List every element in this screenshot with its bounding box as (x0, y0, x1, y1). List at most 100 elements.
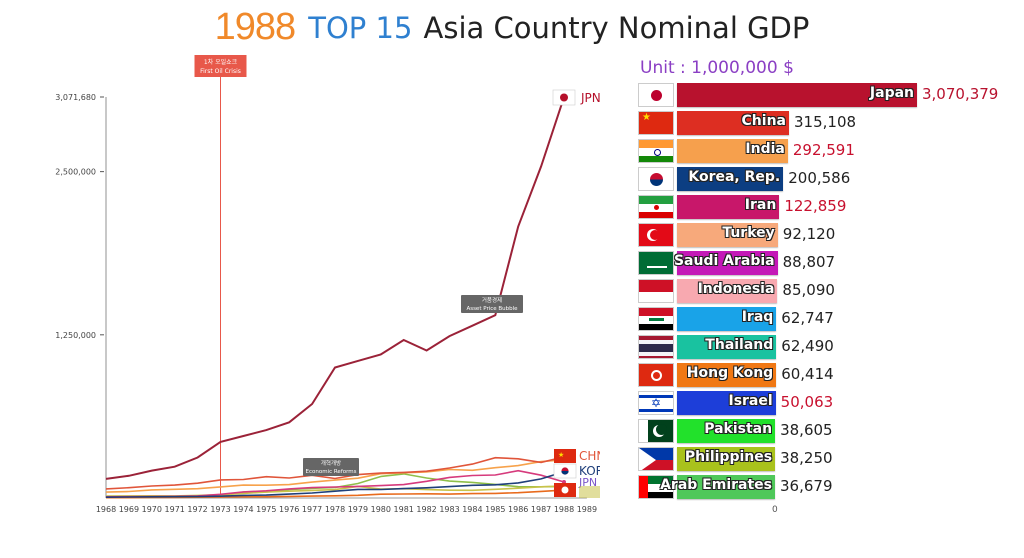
bar-row: ✡ Israel 50,063 (634, 390, 1024, 416)
bar-value-label: 92,120 (782, 225, 836, 243)
bar-category-label: Iran (744, 197, 777, 213)
bar-row: Iraq 62,747 (634, 306, 1024, 332)
korea-flag-icon (553, 463, 577, 479)
bar-row: India 292,591 (634, 138, 1024, 164)
x-tick-label: 1983 (439, 505, 459, 514)
y-tick-label: 2,500,000 (55, 168, 96, 177)
series-line-chn (105, 456, 565, 490)
series-line-ind (105, 459, 565, 493)
bar-india: India (677, 139, 788, 163)
bar-row: Indonesia 85,090 (634, 278, 1024, 304)
bar-value-label: 36,679 (780, 477, 833, 495)
bar-category-label: India (745, 141, 785, 157)
bar-value-label: 50,063 (780, 393, 834, 411)
bar-row: Hong Kong 60,414 (634, 362, 1024, 388)
economic-reforms-label-ko: 개혁개방 (321, 459, 341, 467)
y-tick-label: 1,250,000 (55, 331, 96, 340)
x-tick-label: 1969 (119, 505, 139, 514)
bar-row: Arab Emirates 36,679 (634, 474, 1024, 500)
x-tick-label: 1980 (371, 505, 391, 514)
korea-flag-bottom (561, 471, 569, 475)
x-tick-label: 1989 (577, 505, 597, 514)
south-korea-flag-icon (638, 167, 674, 191)
y-tick-label: 3,071,680 (55, 93, 96, 102)
bar-row: Saudi Arabia 88,807 (634, 250, 1024, 276)
bar-pakistan: Pakistan (677, 419, 776, 443)
bar-category-label: Japan (869, 85, 914, 101)
turkey-flag-icon (638, 223, 674, 247)
bar-category-label: Pakistan (704, 421, 773, 437)
bar-thailand: Thailand (677, 335, 777, 359)
x-tick-label: 1974 (233, 505, 253, 514)
bar-value-label: 62,747 (781, 309, 834, 327)
asset-bubble-label-en: Asset Price Bubble (466, 306, 518, 312)
x-tick-label: 1976 (279, 505, 299, 514)
bar-japan: Japan (677, 83, 917, 107)
oil-crisis-marker-box (194, 55, 247, 77)
x-tick-label: 1982 (416, 505, 436, 514)
bar-value-label: 88,807 (782, 253, 836, 271)
x-tick-label: 1968 (96, 505, 116, 514)
bar-row: Turkey 92,120 (634, 222, 1024, 248)
bar-category-label: Hong Kong (686, 365, 774, 381)
bar-value-label: 315,108 (794, 113, 857, 131)
japan-flag-icon (638, 83, 674, 107)
hong-kong-flag-icon (638, 363, 674, 387)
japan-flag-icon (552, 89, 576, 106)
bar-row: ★ China 315,108 (634, 110, 1024, 136)
bar-value-label: 3,070,379 (922, 85, 999, 103)
bar-category-label: Turkey (722, 225, 775, 241)
israel-flag-icon: ✡ (638, 391, 674, 415)
oil-crisis-label-en: First Oil Crisis (200, 68, 241, 75)
x-tick-label: 1988 (554, 505, 574, 514)
bar-row: Iran 122,859 (634, 194, 1024, 220)
uae-flag-icon (638, 475, 674, 499)
bar-row: Thailand 62,490 (634, 334, 1024, 360)
economic-reforms-label-en: Economic Reforms (305, 469, 356, 475)
x-tick-label: 1977 (302, 505, 322, 514)
bar-value-label: 292,591 (792, 141, 855, 159)
bar-category-label: Philippines (684, 449, 773, 465)
x-tick-label: 1972 (187, 505, 207, 514)
hk-flag-flower (561, 486, 569, 494)
china-flag-icon: ★ (554, 449, 576, 463)
bar-value-label: 38,250 (780, 449, 833, 467)
bar-philippines: Philippines (677, 447, 776, 471)
bar-axis-zero-label: 0 (772, 505, 778, 515)
x-tick-label: 1978 (325, 505, 345, 514)
india-flag-icon (638, 139, 674, 163)
china-flag-icon: ★ (638, 111, 674, 135)
bar-turkey: Turkey (677, 223, 778, 247)
economic-reforms-box (303, 458, 359, 476)
bar-category-label: Arab Emirates (660, 477, 772, 493)
bar-row: Philippines 38,250 (634, 446, 1024, 472)
bar-value-label: 60,414 (781, 365, 834, 383)
bar-israel: Israel (677, 391, 776, 415)
bar-saudi-arabia: Saudi Arabia (673, 251, 778, 275)
bar-value-label: 85,090 (782, 281, 835, 299)
x-tick-label: 1984 (462, 505, 482, 514)
bar-row: Pakistan 38,605 (634, 418, 1024, 444)
bar-category-label: Israel (728, 393, 773, 409)
unit-label: Unit : 1,000,000 $ (640, 58, 794, 78)
hong-kong-flag-icon (554, 483, 576, 497)
label-jpn-small: JPN (578, 476, 597, 489)
bar-iraq: Iraq (677, 307, 777, 331)
series-line-kor (105, 471, 565, 498)
x-tick-label: 1985 (485, 505, 505, 514)
bar-value-label: 122,859 (784, 197, 847, 215)
bar-category-label: Thailand (705, 337, 774, 353)
oil-crisis-label-ko: 1차 오일쇼크 (204, 58, 238, 66)
label-jpn: JPN (580, 91, 600, 105)
bar-value-label: 62,490 (781, 337, 834, 355)
bar-category-label: Saudi Arabia (673, 253, 775, 269)
japan-flag-disc (560, 93, 568, 102)
label-kor: KOR (579, 464, 600, 478)
indonesia-flag-icon (638, 279, 674, 303)
bar-china: China (677, 111, 789, 135)
bar-value-label: 200,586 (788, 169, 851, 187)
x-tick-label: 1986 (508, 505, 528, 514)
bar-arab-emirates: Arab Emirates (660, 475, 775, 499)
bar-korea-rep: Korea, Rep. (677, 167, 784, 191)
